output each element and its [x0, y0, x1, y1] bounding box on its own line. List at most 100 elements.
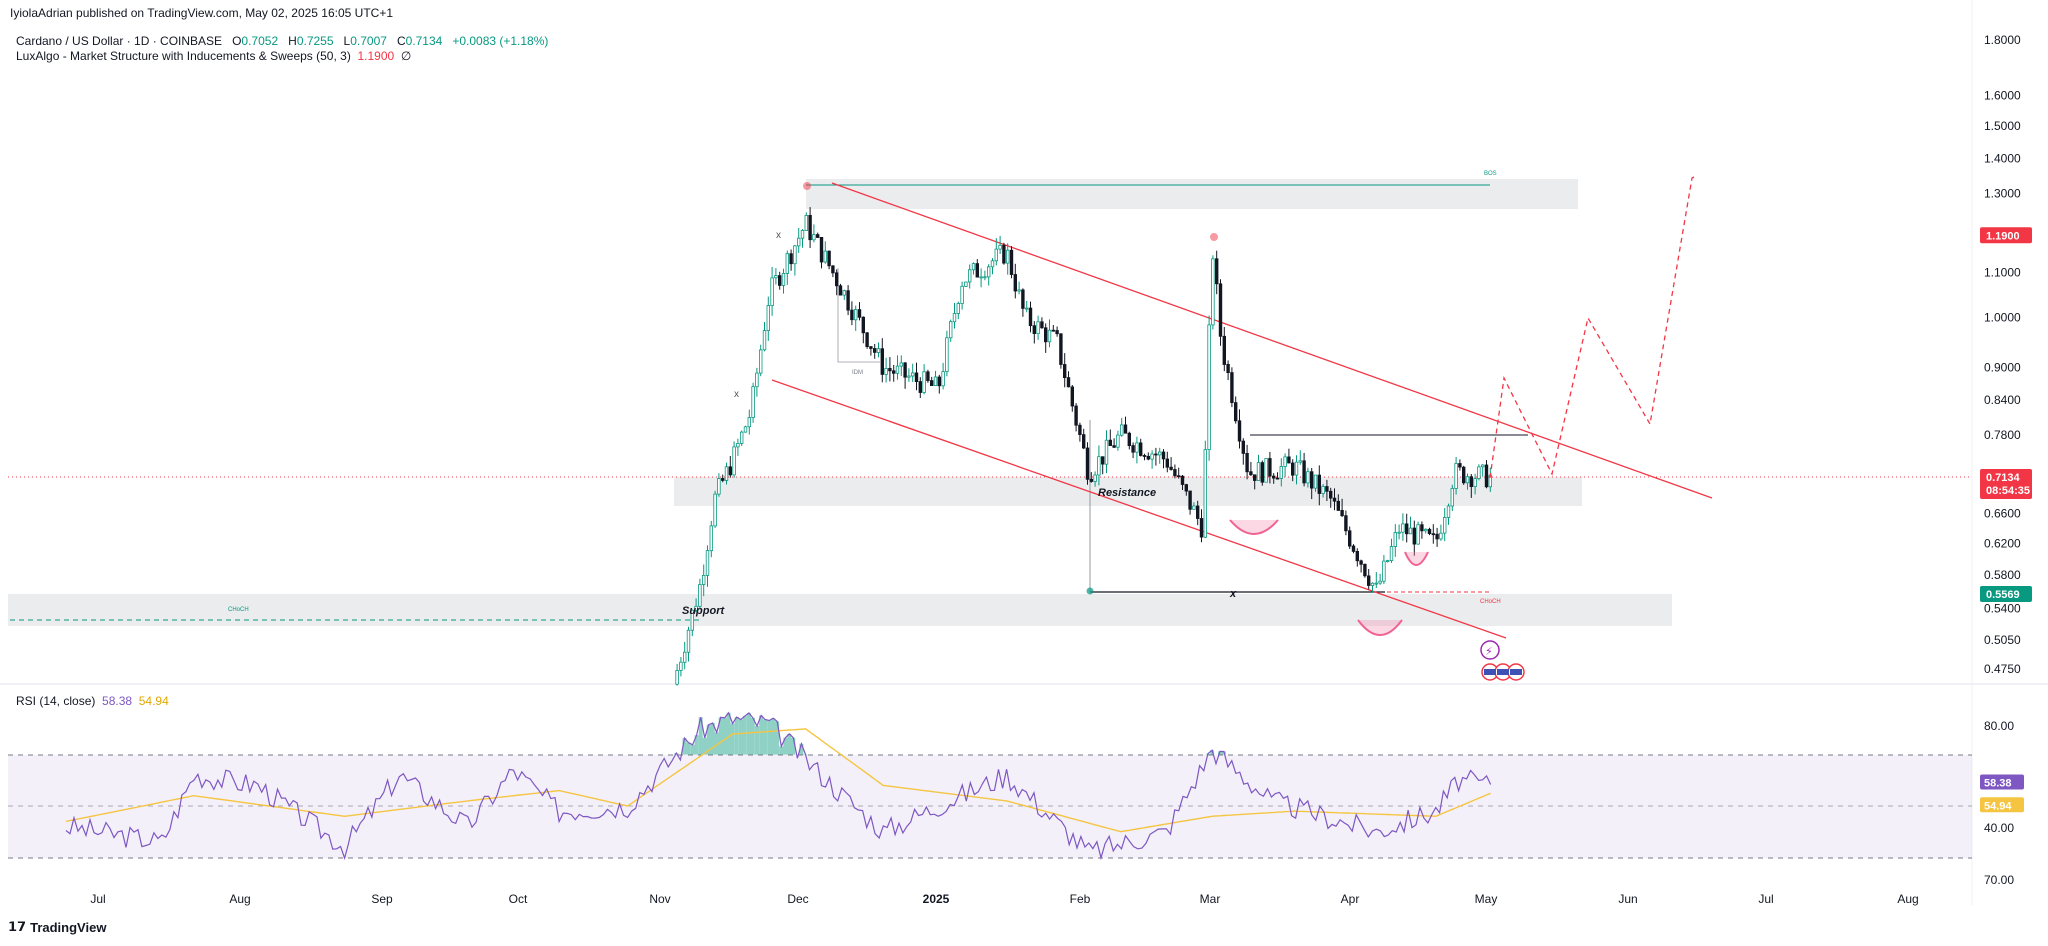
price-axis-label: 1.5000: [1984, 119, 2021, 133]
candle-body: [1180, 475, 1185, 485]
candle-body: [1009, 249, 1014, 275]
candle-body: [1260, 462, 1264, 483]
rsi-value-tag[interactable]: 58.38: [1980, 774, 2024, 790]
rsi-axis-label: 70.00: [1984, 873, 2014, 887]
open-value: 0.7052: [241, 34, 279, 48]
time-axis-label: Oct: [509, 892, 528, 906]
candle-body: [1294, 461, 1299, 476]
symbol-name[interactable]: Cardano / US Dollar · 1D · COINBASE: [16, 34, 223, 48]
indicator-name[interactable]: LuxAlgo - Market Structure with Induceme…: [16, 49, 351, 63]
candle-body: [728, 466, 732, 476]
candle-body: [804, 214, 808, 231]
candle-body: [816, 234, 820, 238]
candle-body: [755, 372, 759, 388]
candle-body: [899, 362, 903, 367]
candle-body: [1272, 475, 1276, 479]
low-key: L: [343, 34, 351, 48]
candle-body: [1465, 476, 1470, 484]
candle-body: [1040, 321, 1044, 329]
tradingview-brand[interactable]: 𝟭𝟳 TradingView: [8, 919, 106, 935]
swing-high-marker: [803, 182, 811, 190]
bos-zone: [806, 179, 1578, 209]
candle-body: [884, 367, 888, 375]
indicator-price-tag[interactable]: 1.1900: [1980, 227, 2032, 244]
candle-body: [1203, 449, 1207, 538]
candle-body: [1116, 434, 1120, 448]
candle-body: [747, 417, 751, 428]
high-key: H: [288, 34, 297, 48]
candle-body: [1044, 327, 1048, 343]
candle-body: [975, 263, 979, 278]
price-axis[interactable]: 1.8000 1.6000 1.5000 1.4000 1.3000 1.1000 1.00…: [1980, 33, 2032, 676]
candle-body: [1085, 447, 1090, 480]
candle-body: [1059, 333, 1063, 365]
candle-body: [1097, 456, 1101, 476]
candle-body: [743, 426, 748, 433]
candle-body: [1192, 505, 1196, 510]
candle-body: [686, 629, 691, 653]
resistance-label: Resistance: [1098, 487, 1156, 499]
rsi-line: [65, 711, 1492, 861]
candle-body: [1184, 484, 1188, 492]
candle-body: [740, 431, 744, 444]
candle-body: [918, 381, 922, 393]
candle-body: [1108, 439, 1112, 447]
rsi-axis[interactable]: 80.00 40.00 70.00 58.38 54.94: [1980, 719, 2024, 887]
candle-body: [994, 248, 998, 262]
rsi-name[interactable]: RSI (14, close): [16, 694, 96, 708]
candle-body: [1481, 464, 1485, 468]
candle-body: [1378, 580, 1382, 584]
rsi-ma-value: 54.94: [138, 694, 169, 708]
candle-body: [1473, 478, 1477, 488]
candle-body: [1047, 329, 1052, 343]
sweep-price-tag[interactable]: 0.5569: [1980, 586, 2032, 602]
candle-body: [1207, 324, 1211, 450]
candle-body: [1055, 330, 1059, 335]
candle-body: [1135, 442, 1139, 453]
candle-body: [968, 269, 972, 283]
candle-body: [895, 365, 900, 374]
rsi-value: 58.38: [102, 694, 133, 708]
time-axis-label: 2025: [923, 892, 950, 906]
candle-body: [1279, 466, 1283, 479]
time-axis-label: Sep: [371, 892, 393, 906]
choch-left-label: CHoCH: [228, 607, 249, 613]
candle-body: [770, 277, 774, 306]
candle-body: [1405, 523, 1409, 535]
lightning-event-icon[interactable]: [1480, 640, 1500, 660]
sweep-start-dot: [1086, 587, 1094, 595]
price-axis-label: 0.6600: [1984, 507, 2021, 521]
candle-body: [831, 265, 835, 274]
candle-body: [1439, 532, 1443, 540]
candle-body: [679, 661, 683, 671]
price-axis-label: 1.1000: [1984, 266, 2021, 280]
candle-body: [1063, 364, 1067, 379]
rsi-ma-tag[interactable]: 54.94: [1980, 797, 2024, 813]
candle-body: [1359, 560, 1363, 565]
candle-body: [812, 234, 816, 241]
candle-body: [971, 263, 976, 271]
candle-body: [1424, 528, 1428, 532]
candle-body: [785, 253, 789, 274]
candle-body: [838, 285, 843, 296]
candle-body: [926, 371, 930, 381]
candle-body: [793, 245, 797, 265]
candle-body: [759, 349, 763, 374]
candlestick-series[interactable]: [675, 207, 1492, 686]
candle-body: [1066, 377, 1071, 388]
candle-body: [869, 346, 873, 349]
candle-body: [1336, 500, 1340, 511]
sweep-arc-3: [1357, 619, 1403, 636]
candle-body: [1025, 307, 1029, 310]
price-axis-label: 0.6200: [1984, 536, 2021, 550]
candle-body: [1078, 424, 1082, 436]
candle-body: [990, 260, 995, 268]
candle-body: [880, 348, 884, 375]
symbol-legend: Cardano / US Dollar · 1D · COINBASE O0.7…: [16, 34, 548, 48]
economic-events-icons[interactable]: [1481, 663, 1525, 681]
candle-body: [1401, 523, 1405, 533]
time-axis[interactable]: Jul Aug Sep Oct Nov Dec 2025 Feb Mar Apr May Jun Jul…: [90, 892, 1918, 906]
tradingview-logo-icon: 𝟭𝟳: [8, 919, 27, 934]
